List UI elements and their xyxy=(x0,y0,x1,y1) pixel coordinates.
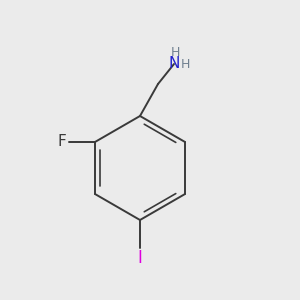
Text: H: H xyxy=(170,46,180,59)
Text: H: H xyxy=(180,58,190,71)
Text: N: N xyxy=(168,56,180,71)
Text: I: I xyxy=(138,249,142,267)
Text: F: F xyxy=(58,134,66,149)
